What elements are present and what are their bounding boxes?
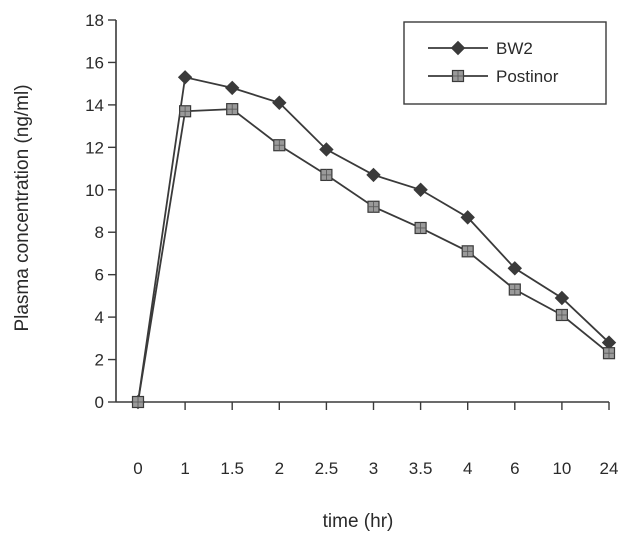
x-tick-label: 2.5 — [315, 459, 339, 478]
data-point-square — [414, 221, 427, 235]
x-tick-label: 3 — [369, 459, 378, 478]
x-tick-label: 1.5 — [220, 459, 244, 478]
legend-item-bw2: BW2 — [428, 39, 533, 58]
legend-item-postinor: Postinor — [428, 67, 559, 86]
y-tick-label: 2 — [95, 351, 104, 370]
data-point-square — [451, 69, 465, 83]
y-tick-label: 4 — [95, 308, 104, 327]
x-tick-label: 3.5 — [409, 459, 433, 478]
y-axis-title: Plasma concentration (ng/ml) — [12, 84, 33, 331]
x-tick-label: 4 — [463, 459, 472, 478]
legend-label: BW2 — [496, 39, 533, 58]
data-point-diamond — [272, 95, 287, 110]
data-point-diamond — [507, 261, 523, 276]
data-point-square — [555, 308, 569, 322]
series-layer — [130, 70, 617, 410]
axes — [115, 20, 609, 403]
y-tick-label: 0 — [95, 393, 104, 412]
x-tick-label: 2 — [275, 459, 284, 478]
data-point-diamond — [450, 40, 466, 56]
data-point-square — [602, 347, 616, 360]
x-axis-ticks: 0 1 1.5 2 2.5 3 3.5 4 6 10 24 — [133, 402, 618, 478]
data-point-square — [508, 283, 521, 296]
data-point-square — [461, 245, 474, 258]
legend-label: Postinor — [496, 67, 559, 86]
x-tick-label: 1 — [180, 459, 189, 478]
x-tick-label: 0 — [133, 459, 142, 478]
legend: BW2 Postinor — [403, 21, 607, 105]
data-point-diamond — [177, 70, 193, 85]
x-tick-label: 6 — [510, 459, 519, 478]
data-point-square — [273, 139, 286, 152]
data-point-square — [131, 395, 145, 409]
x-tick-label: 10 — [552, 459, 571, 478]
data-point-square — [367, 200, 380, 213]
data-point-diamond — [319, 142, 334, 157]
data-point-diamond — [366, 167, 381, 183]
y-tick-label: 8 — [95, 223, 104, 242]
x-tick-label: 24 — [600, 459, 619, 478]
y-axis-ticks: 0 2 4 6 8 10 12 14 16 18 — [85, 11, 116, 412]
data-point-square — [320, 168, 333, 182]
data-point-square — [179, 105, 192, 118]
y-tick-label: 10 — [85, 181, 104, 200]
data-point-diamond — [224, 80, 240, 96]
y-tick-label: 6 — [95, 266, 104, 285]
series-bw2 — [130, 70, 617, 410]
y-tick-label: 12 — [85, 138, 104, 157]
y-tick-label: 18 — [85, 11, 104, 30]
y-tick-label: 14 — [85, 96, 104, 115]
data-point-diamond — [554, 290, 570, 306]
x-axis-title: time (hr) — [323, 511, 394, 532]
y-tick-label: 16 — [85, 53, 104, 72]
data-point-diamond — [460, 210, 475, 225]
data-point-diamond — [413, 182, 428, 197]
series-postinor — [131, 103, 616, 409]
series-line-postinor — [137, 108, 610, 403]
legend-box — [403, 21, 607, 105]
series-line-bw2 — [137, 76, 610, 403]
data-point-square — [226, 103, 239, 116]
